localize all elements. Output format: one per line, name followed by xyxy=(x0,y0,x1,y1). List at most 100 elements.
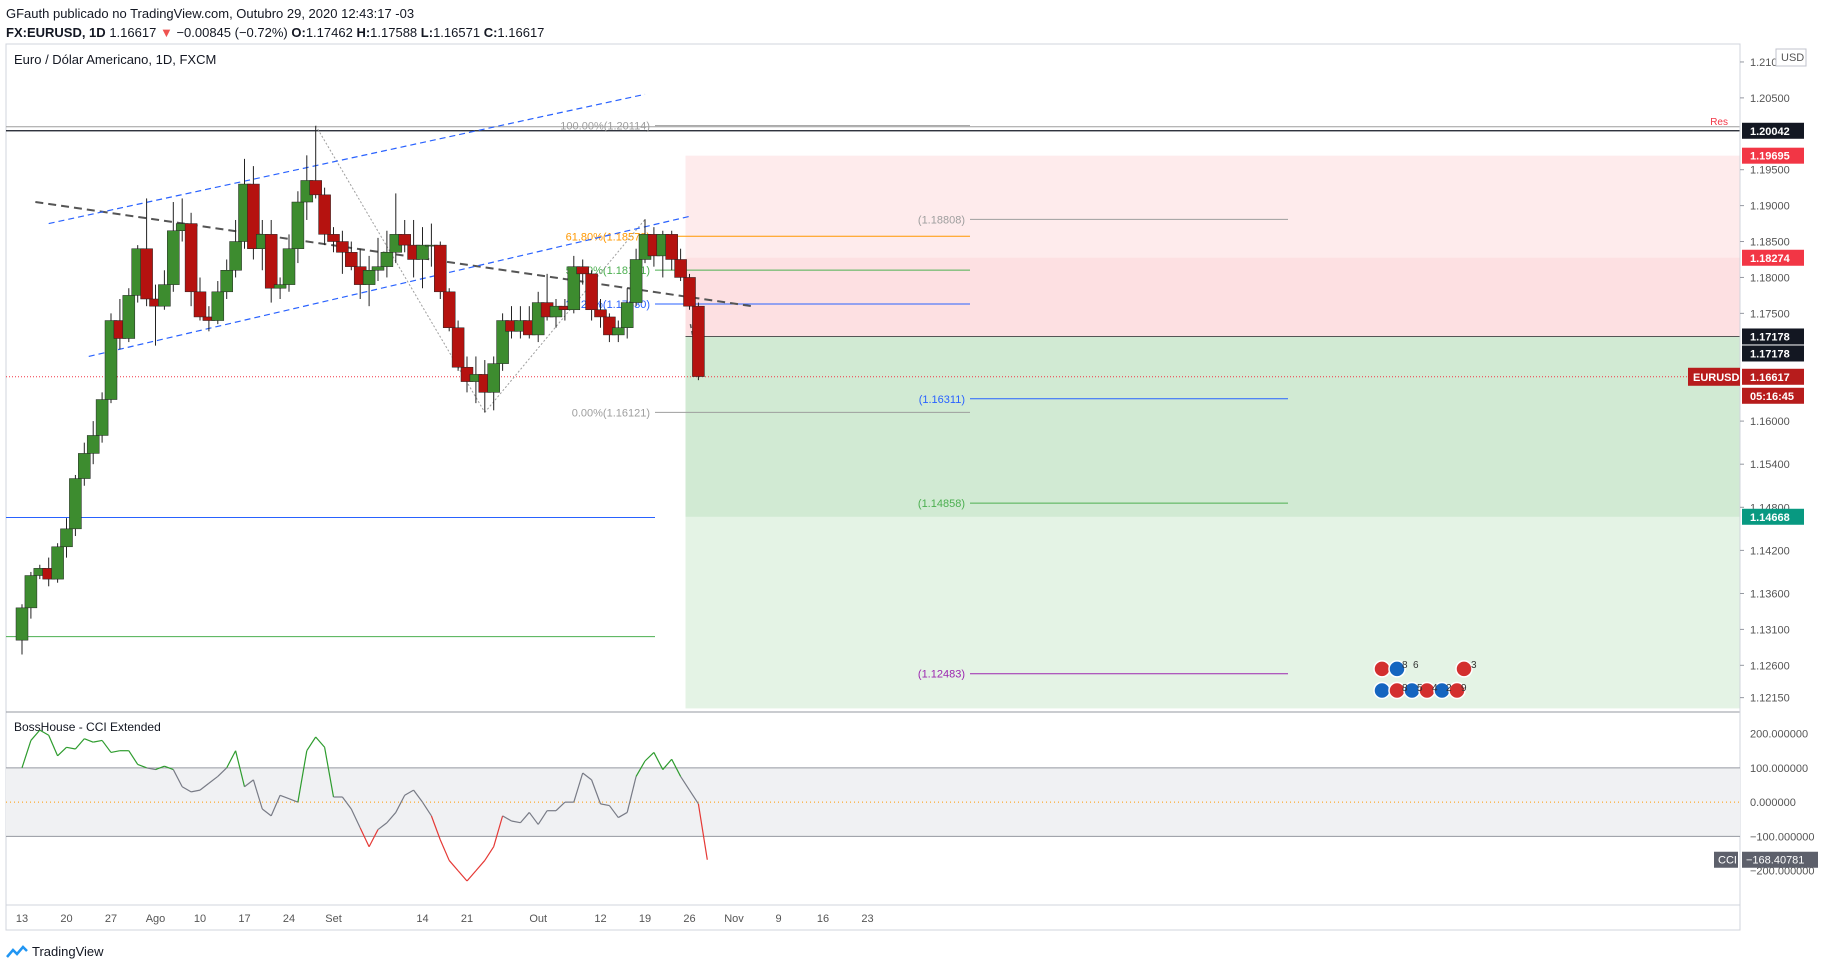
candle-body-36 xyxy=(336,241,349,253)
event-count-4: 5 xyxy=(1417,683,1423,694)
high-value: 1.17588 xyxy=(370,25,418,40)
event-count-7: 9 xyxy=(1461,683,1467,694)
cci-segment-68 xyxy=(626,776,637,813)
cci-segment-14 xyxy=(146,767,156,771)
chart-header: GFauth publicado no TradingView.com, Out… xyxy=(6,4,544,42)
trendline-2 xyxy=(88,215,690,358)
price-tick-label-5: 1.18000 xyxy=(1750,272,1790,284)
level-label-0: Res xyxy=(1710,117,1728,128)
time-tick-3: Ago xyxy=(146,913,166,925)
cci-label: CCI xyxy=(1718,855,1737,867)
candle-body-65 xyxy=(594,309,607,318)
cci-segment-71 xyxy=(653,752,664,770)
cci-segment-48 xyxy=(448,860,459,872)
cci-label-bg xyxy=(1714,851,1738,868)
cci-value: −168.40781 xyxy=(1746,855,1804,867)
chart-title: Euro / Dólar Americano, 1D, FXCM xyxy=(14,52,216,67)
cci-segment-69 xyxy=(635,760,646,777)
candle-body-16 xyxy=(158,284,171,307)
fib-left-label-1: 61.80%(1.18573) xyxy=(566,231,650,243)
eu-flag-icon xyxy=(1388,660,1406,678)
cci-tick-3: −100.000000 xyxy=(1750,831,1815,843)
price-tick-label-12: 1.13100 xyxy=(1750,624,1790,636)
cci-segment-52 xyxy=(484,846,495,861)
cci-segment-20 xyxy=(199,782,210,791)
price-tick-label-4: 1.18500 xyxy=(1750,237,1790,249)
candle-body-48 xyxy=(442,291,456,328)
high-label: H: xyxy=(356,25,371,40)
price-tick-label-3: 1.19000 xyxy=(1750,201,1790,213)
cci-segment-73 xyxy=(671,759,682,777)
cci-segment-54 xyxy=(502,815,512,822)
price-tick-label-10: 1.14200 xyxy=(1750,545,1790,557)
time-tick-9: 21 xyxy=(461,913,473,925)
stop-inner-zone xyxy=(685,257,1740,337)
trendline-1 xyxy=(48,93,646,225)
cci-segment-28 xyxy=(270,795,281,817)
event-count-3: 8 xyxy=(1402,683,1408,694)
candle-body-31 xyxy=(291,201,305,249)
cci-segment-10 xyxy=(110,750,121,754)
candle-body-68 xyxy=(620,302,634,328)
cci-segment-1 xyxy=(30,729,41,741)
candle-body-24 xyxy=(229,241,242,271)
candle-body-22 xyxy=(211,291,225,321)
cci-segment-51 xyxy=(475,860,486,872)
cci-segment-19 xyxy=(190,789,201,793)
time-tick-2: 27 xyxy=(105,913,117,925)
cci-segment-43 xyxy=(404,789,414,796)
cci-band xyxy=(6,767,1740,837)
time-tick-0: 13 xyxy=(16,913,28,925)
event-count-0: 8 xyxy=(1402,660,1408,671)
price-label-5: 1.16617 xyxy=(1750,372,1790,384)
candle-body-0 xyxy=(15,607,29,641)
candle-body-6 xyxy=(69,478,82,530)
cci-segment-74 xyxy=(680,776,691,791)
cci-segment-29 xyxy=(279,794,290,800)
us-flag-icon xyxy=(1448,681,1466,700)
cci-segment-31 xyxy=(297,750,308,803)
cci-segment-0 xyxy=(21,740,32,769)
cci-segment-49 xyxy=(457,870,468,882)
cci-segment-18 xyxy=(181,786,192,793)
cci-segment-75 xyxy=(688,789,699,805)
candle-body-53 xyxy=(487,363,500,393)
ohlc-line: FX:EURUSD, 1D 1.16617 ▼ −0.00845 (−0.72%… xyxy=(6,23,544,42)
cci-segment-50 xyxy=(466,870,477,882)
cci-segment-66 xyxy=(608,805,619,818)
cci-segment-22 xyxy=(217,767,228,777)
close-value: 1.16617 xyxy=(497,25,545,40)
candle-body-63 xyxy=(576,266,589,275)
cci-segment-17 xyxy=(172,769,183,787)
candle-body-74 xyxy=(674,259,687,278)
time-tick-17: 23 xyxy=(861,913,873,925)
cci-segment-3 xyxy=(48,735,59,757)
candle-body-69 xyxy=(629,259,643,303)
candle-body-20 xyxy=(193,291,207,318)
price-tick-label-13: 1.12600 xyxy=(1750,660,1790,672)
candle-body-29 xyxy=(273,284,287,289)
tradingview-logo-icon xyxy=(6,944,28,959)
candle-body-9 xyxy=(95,399,109,436)
cci-segment-58 xyxy=(537,810,548,825)
cci-segment-45 xyxy=(421,801,432,817)
price-change: −0.00845 (−0.72%) xyxy=(176,25,288,40)
candle-body-40 xyxy=(371,266,385,271)
cci-tick-1: 100.000000 xyxy=(1750,763,1808,775)
event-count-6: 2 xyxy=(1446,683,1452,694)
cci-segment-2 xyxy=(39,729,50,736)
low-value: 1.16571 xyxy=(433,25,481,40)
time-tick-4: 10 xyxy=(194,913,206,925)
fib-right-label-2: (1.14858) xyxy=(918,498,965,510)
time-tick-6: 24 xyxy=(283,913,295,925)
event-count-5: 4 xyxy=(1432,683,1438,694)
cci-segment-70 xyxy=(644,751,655,762)
fib-right-label-1: (1.16311) xyxy=(919,394,965,406)
price-label-3: 1.17178 xyxy=(1750,331,1790,343)
cci-segment-41 xyxy=(386,812,397,824)
countdown-bg xyxy=(1742,387,1804,404)
currency-label: USD xyxy=(1781,52,1804,64)
price-label-4: 1.17178 xyxy=(1750,348,1790,360)
time-tick-10: Out xyxy=(529,913,547,925)
